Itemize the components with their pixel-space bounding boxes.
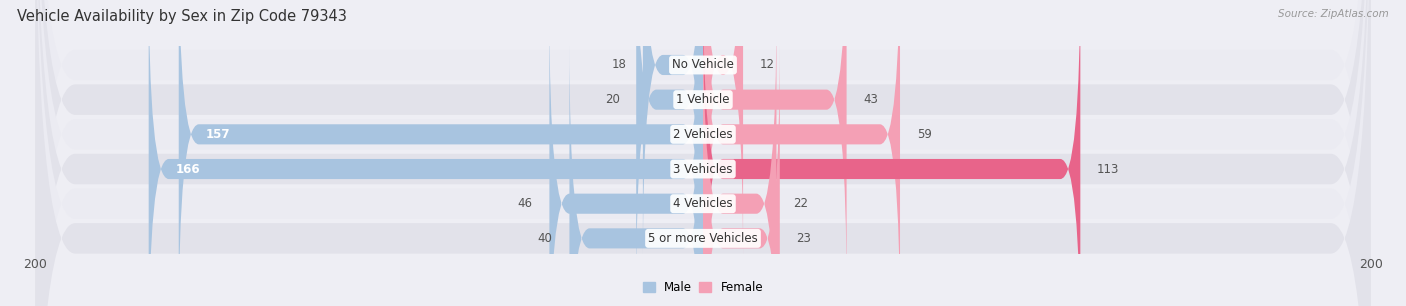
FancyBboxPatch shape <box>35 0 1371 306</box>
Text: 40: 40 <box>538 232 553 245</box>
Text: Source: ZipAtlas.com: Source: ZipAtlas.com <box>1278 9 1389 19</box>
Text: 43: 43 <box>863 93 879 106</box>
FancyBboxPatch shape <box>35 0 1371 306</box>
Text: 12: 12 <box>759 58 775 72</box>
FancyBboxPatch shape <box>703 0 742 263</box>
FancyBboxPatch shape <box>550 6 703 306</box>
FancyBboxPatch shape <box>179 0 703 306</box>
Text: 59: 59 <box>917 128 932 141</box>
Text: Vehicle Availability by Sex in Zip Code 79343: Vehicle Availability by Sex in Zip Code … <box>17 9 347 24</box>
Text: No Vehicle: No Vehicle <box>672 58 734 72</box>
Text: 113: 113 <box>1097 162 1119 176</box>
Text: 18: 18 <box>612 58 626 72</box>
FancyBboxPatch shape <box>35 0 1371 306</box>
FancyBboxPatch shape <box>35 0 1371 306</box>
FancyBboxPatch shape <box>703 40 780 306</box>
Text: 4 Vehicles: 4 Vehicles <box>673 197 733 210</box>
Text: 3 Vehicles: 3 Vehicles <box>673 162 733 176</box>
FancyBboxPatch shape <box>35 0 1371 306</box>
FancyBboxPatch shape <box>703 0 846 298</box>
Text: 1 Vehicle: 1 Vehicle <box>676 93 730 106</box>
FancyBboxPatch shape <box>703 0 1080 306</box>
Legend: Male, Female: Male, Female <box>643 281 763 294</box>
FancyBboxPatch shape <box>35 0 1371 306</box>
FancyBboxPatch shape <box>643 0 703 263</box>
Text: 5 or more Vehicles: 5 or more Vehicles <box>648 232 758 245</box>
Text: 157: 157 <box>205 128 231 141</box>
FancyBboxPatch shape <box>569 40 703 306</box>
FancyBboxPatch shape <box>149 0 703 306</box>
Text: 46: 46 <box>517 197 533 210</box>
Text: 23: 23 <box>796 232 811 245</box>
FancyBboxPatch shape <box>703 0 900 306</box>
FancyBboxPatch shape <box>703 6 776 306</box>
Text: 166: 166 <box>176 162 200 176</box>
Text: 2 Vehicles: 2 Vehicles <box>673 128 733 141</box>
Text: 20: 20 <box>605 93 620 106</box>
Text: 22: 22 <box>793 197 808 210</box>
FancyBboxPatch shape <box>636 0 703 298</box>
